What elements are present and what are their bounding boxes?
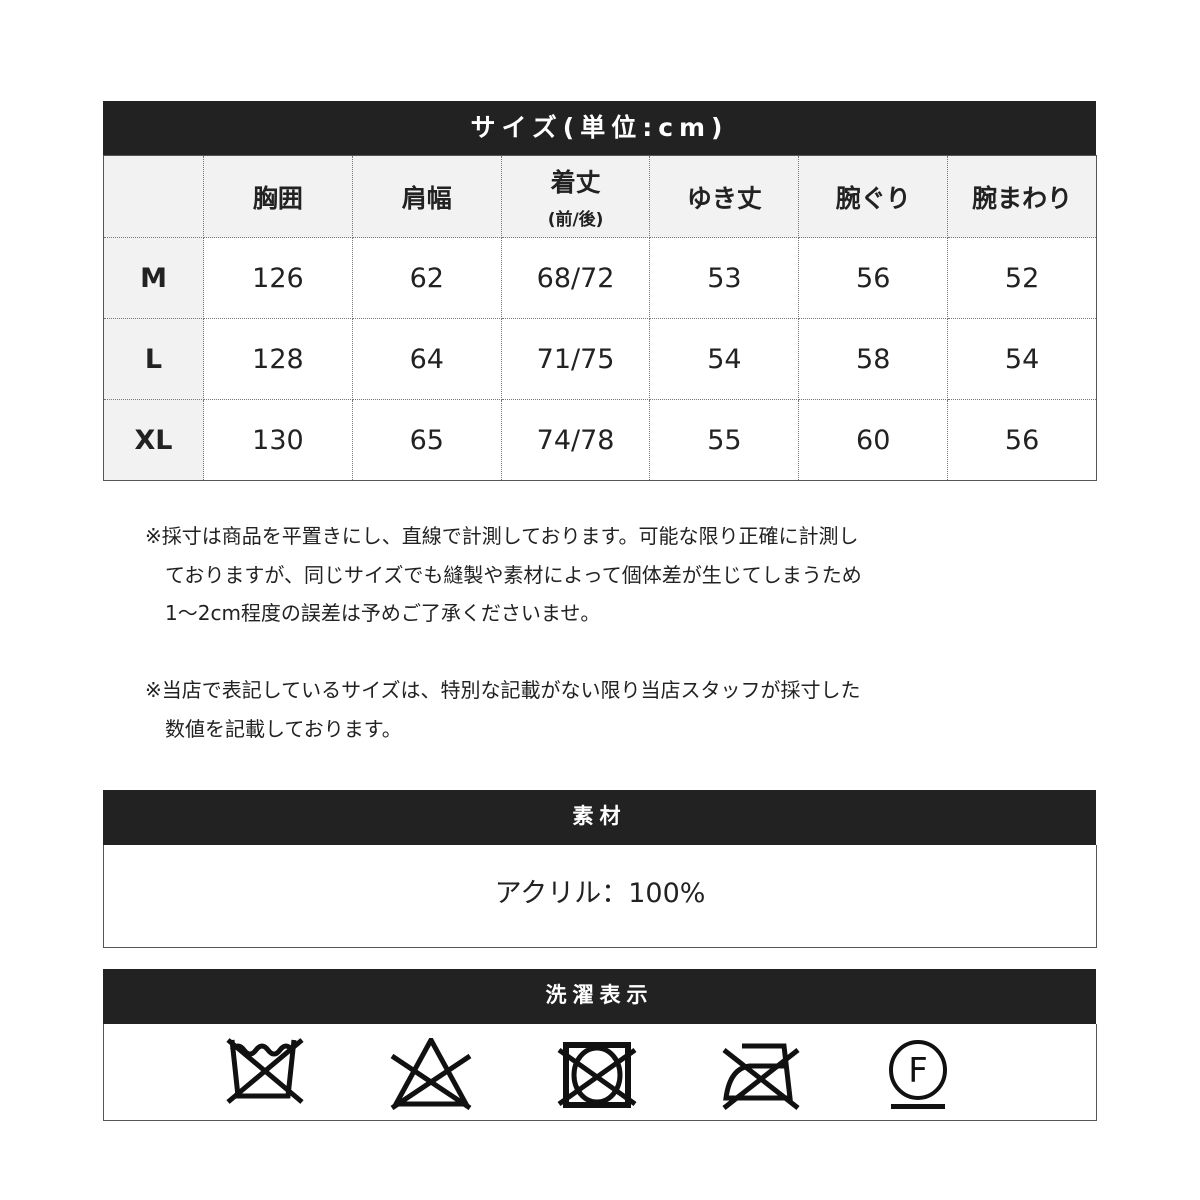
cell: 52 [947,237,1097,319]
care-title: 洗濯表示 [103,969,1096,1024]
corner-cell [103,155,204,238]
cell: 64 [351,318,502,400]
table-row: M 126 62 68/72 53 56 52 [103,237,1097,319]
cell: 130 [203,399,353,481]
cell: 53 [649,237,800,319]
cell: 56 [798,237,949,319]
note-line: ※採寸は商品を平置きにし、直線で計測しております。可能な限り正確に計測し [145,524,859,548]
cell: 54 [947,318,1097,400]
header-length: 着丈 (前/後) [500,155,651,238]
header-sleeve: ゆき丈 [649,155,800,238]
size-table: 胸囲 肩幅 着丈 (前/後) ゆき丈 腕ぐり 腕まわり M 126 62 68/7… [103,155,1097,481]
header-length-sub: (前/後) [547,210,604,230]
size-label: M [103,237,204,319]
cell: 55 [649,399,800,481]
material-value: アクリル：100% [494,878,706,909]
note-line: ておりますが、同じサイズでも縫製や素材によって個体差が生じてしまうため [145,562,862,587]
note-line: 数値を記載しております。 [145,716,402,741]
header-arm-circumference: 腕まわり [947,155,1097,238]
f-letter: F [908,1051,928,1091]
no-bleach-icon [390,1038,472,1110]
header-chest: 胸囲 [203,155,353,238]
note-line: 1～2cm程度の誤差は予めご了承くださいませ。 [145,601,601,625]
cell: 56 [947,399,1097,481]
no-tumble-dry-icon [557,1042,637,1108]
cell: 126 [203,237,353,319]
header-length-label: 着丈 [550,168,601,197]
material-title: 素材 [103,790,1096,845]
no-washing-icon [226,1038,304,1104]
note-line: ※当店で表記しているサイズは、特別な記載がない限り当店スタッフが採寸した [145,678,861,702]
size-label: L [103,318,204,400]
size-table-title: サイズ(単位:cm) [103,101,1096,155]
cell: 60 [798,399,949,481]
table-row: L 128 64 71/75 54 58 54 [103,318,1097,400]
cell: 62 [351,237,502,319]
no-iron-icon [722,1043,800,1110]
cell: 58 [798,318,949,400]
cell: 74/78 [500,399,651,481]
cell: 128 [203,318,353,400]
header-armhole: 腕ぐり [798,155,949,238]
table-row: XL 130 65 74/78 55 60 56 [103,399,1097,481]
measurement-note: ※採寸は商品を平置きにし、直線で計測しております。可能な限り正確に計測し ており… [145,517,862,633]
cell: 65 [351,399,502,481]
size-label: XL [103,399,204,481]
header-shoulder: 肩幅 [351,155,502,238]
size-note: ※当店で表記しているサイズは、特別な記載がない限り当店スタッフが採寸した 数値を… [145,671,861,748]
care-box [103,1024,1097,1121]
cell: 68/72 [500,237,651,319]
cell: 71/75 [500,318,651,400]
cell: 54 [649,318,800,400]
material-box: アクリル：100% [103,845,1097,948]
table-header-row: 胸囲 肩幅 着丈 (前/後) ゆき丈 腕ぐり 腕まわり [103,155,1097,238]
dry-clean-f-icon: F [889,1040,947,1109]
